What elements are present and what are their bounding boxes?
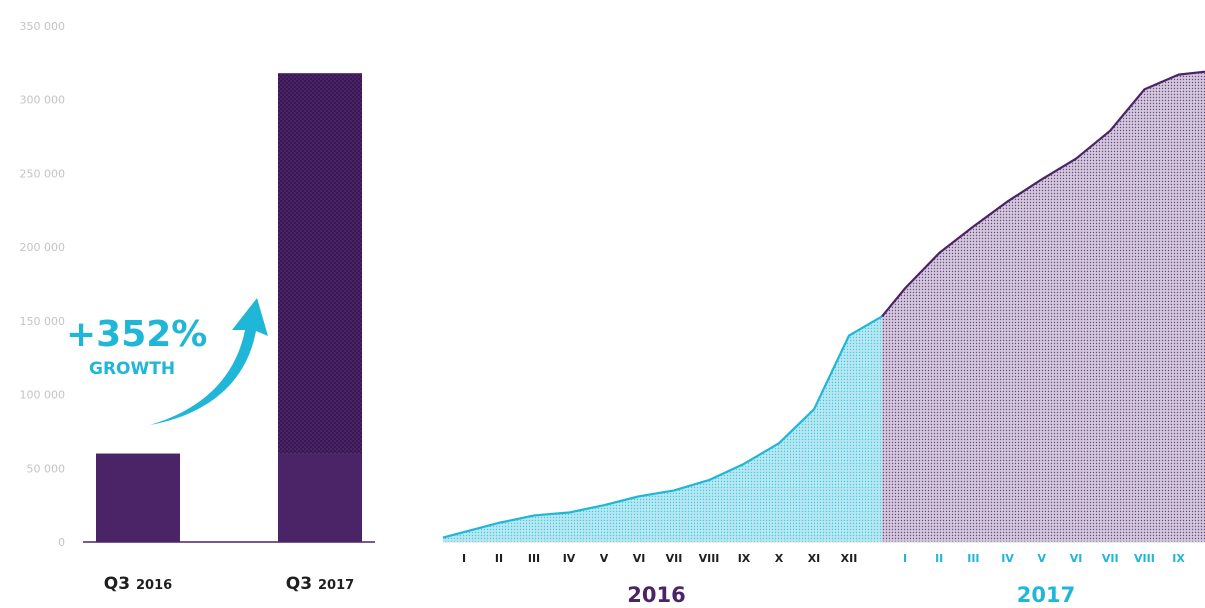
growth-arrow-icon <box>150 298 268 425</box>
year-label-2016: 2016 <box>627 583 685 607</box>
y-tick-label: 250 000 <box>20 167 66 180</box>
month-label: XII <box>841 552 858 565</box>
month-label: III <box>967 552 979 565</box>
month-label: VI <box>1070 552 1083 565</box>
bar-base-segment <box>278 453 362 542</box>
month-label: VI <box>633 552 646 565</box>
month-label: IV <box>563 552 576 565</box>
month-label: X <box>775 552 784 565</box>
month-label: III <box>528 552 540 565</box>
bar-y-axis: 0 50 000 100 000 150 000 200 000 250 000 300 0… <box>20 20 66 549</box>
month-label: IV <box>1001 552 1014 565</box>
area-x-axis-months: I II III IV V VI VII VIII IX X XI XII I II III IV V VI VII… <box>462 552 1185 565</box>
bar-growth-segment <box>278 73 362 454</box>
y-tick-label: 50 000 <box>27 462 66 475</box>
area-2017-fill <box>882 71 1205 543</box>
y-tick-label: 200 000 <box>20 241 66 254</box>
bar-category-label: Q3 2016 <box>104 574 172 594</box>
area-x-axis-years: 2016 2017 <box>627 583 1075 607</box>
area-2016-fill <box>443 316 882 542</box>
y-tick-label: 350 000 <box>20 20 66 33</box>
growth-annotation: +352% GROWTH <box>66 298 268 425</box>
month-label: VIII <box>1134 552 1155 565</box>
month-label: VII <box>666 552 683 565</box>
month-label: VIII <box>699 552 720 565</box>
month-label: II <box>495 552 503 565</box>
y-tick-label: 150 000 <box>20 315 66 328</box>
month-label: I <box>462 552 466 565</box>
month-label: IX <box>738 552 751 565</box>
growth-percent: +352% <box>66 314 207 355</box>
month-label: IX <box>1172 552 1185 565</box>
month-label: I <box>903 552 907 565</box>
year-label-2017: 2017 <box>1017 583 1075 607</box>
area-2017-line <box>881 70 1205 318</box>
month-label: XI <box>808 552 821 565</box>
month-label: V <box>1038 552 1047 565</box>
month-label: II <box>935 552 943 565</box>
bar-gridlines <box>83 25 375 469</box>
bar <box>96 453 180 542</box>
month-label: VII <box>1102 552 1119 565</box>
growth-label: GROWTH <box>89 359 175 379</box>
y-tick-label: 0 <box>58 536 65 549</box>
bar-category-label: Q3 2017 <box>286 574 354 594</box>
area-series <box>442 70 1205 543</box>
y-tick-label: 300 000 <box>20 94 66 107</box>
y-tick-label: 100 000 <box>20 389 66 402</box>
bar-series <box>96 73 362 542</box>
area-2016-line <box>442 315 883 539</box>
month-label: V <box>600 552 609 565</box>
bar-x-axis: Q3 2016 Q3 2017 <box>104 574 354 594</box>
